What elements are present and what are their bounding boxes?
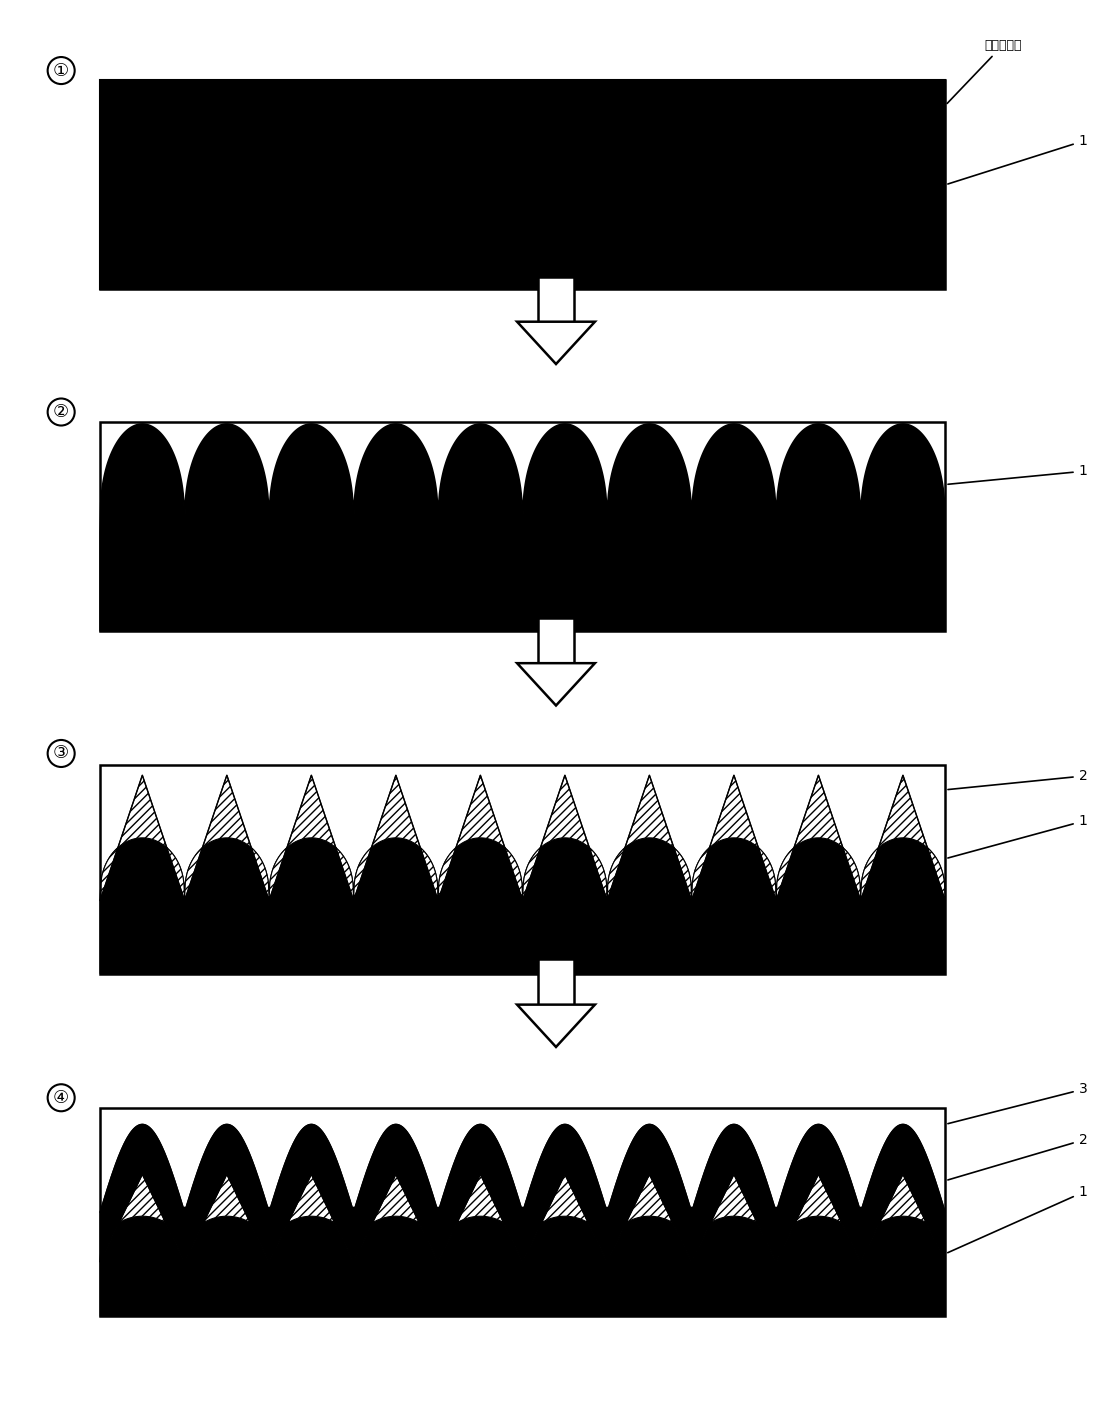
Bar: [100, 1108, 945, 1316]
Bar: [538, 959, 574, 1005]
Bar: [538, 277, 574, 322]
Text: 1: 1: [947, 134, 1088, 183]
Bar: [100, 422, 945, 631]
Text: ①: ①: [53, 62, 69, 79]
Bar: [100, 80, 945, 289]
Text: 三氧化二铝: 三氧化二铝: [947, 38, 1022, 103]
Bar: [538, 618, 574, 663]
Polygon shape: [100, 1216, 945, 1316]
Text: ②: ②: [53, 404, 69, 420]
Text: 2: 2: [947, 769, 1088, 790]
Polygon shape: [100, 1125, 945, 1263]
Polygon shape: [100, 775, 945, 900]
Text: 1: 1: [947, 814, 1088, 858]
Polygon shape: [100, 423, 945, 631]
Polygon shape: [517, 663, 595, 706]
Text: ③: ③: [53, 745, 69, 762]
Bar: [100, 80, 945, 289]
Text: 1: 1: [947, 464, 1088, 484]
Polygon shape: [100, 1174, 945, 1263]
Polygon shape: [517, 322, 595, 364]
Polygon shape: [100, 838, 945, 974]
Bar: [100, 765, 945, 974]
Text: 3: 3: [947, 1082, 1088, 1123]
Polygon shape: [517, 1005, 595, 1047]
Text: 2: 2: [947, 1133, 1088, 1180]
Text: 1: 1: [947, 1185, 1088, 1253]
Text: ④: ④: [53, 1089, 69, 1106]
